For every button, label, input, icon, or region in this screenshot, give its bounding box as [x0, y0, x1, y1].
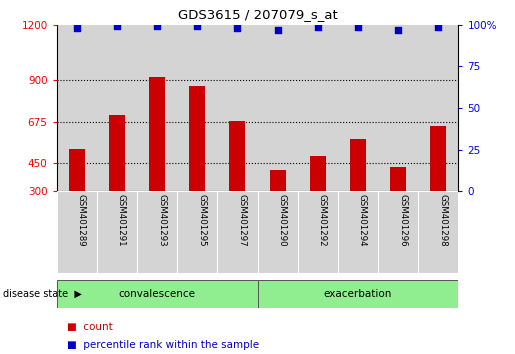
Bar [137, 191, 177, 273]
Bar [258, 25, 298, 191]
Point [193, 24, 201, 29]
Bar [418, 25, 458, 191]
Bar [177, 25, 217, 191]
Text: GSM401296: GSM401296 [398, 194, 407, 247]
Bar [298, 25, 338, 191]
Point [73, 25, 81, 31]
Bar [97, 191, 137, 273]
Bar [229, 121, 246, 247]
Text: ■  percentile rank within the sample: ■ percentile rank within the sample [67, 340, 259, 350]
Text: GSM401298: GSM401298 [438, 194, 447, 247]
Bar [338, 191, 378, 273]
Point [434, 24, 442, 30]
Text: GSM401297: GSM401297 [237, 194, 246, 247]
Bar [109, 115, 125, 247]
Bar [430, 126, 447, 247]
Title: GDS3615 / 207079_s_at: GDS3615 / 207079_s_at [178, 8, 337, 21]
Bar [338, 25, 378, 191]
Bar [137, 25, 177, 191]
Text: convalescence: convalescence [118, 289, 196, 299]
Text: GSM401292: GSM401292 [318, 194, 327, 247]
Bar [97, 25, 137, 191]
Text: GSM401295: GSM401295 [197, 194, 206, 247]
Bar [57, 191, 97, 273]
Point [354, 24, 362, 30]
Text: ■  count: ■ count [67, 322, 113, 332]
Point [153, 23, 161, 28]
Bar [390, 167, 406, 247]
Bar [57, 280, 258, 308]
Text: GSM401293: GSM401293 [157, 194, 166, 247]
Bar [177, 191, 217, 273]
Text: GSM401290: GSM401290 [278, 194, 286, 247]
Bar [189, 86, 205, 247]
Bar [298, 191, 338, 273]
Text: disease state  ▶: disease state ▶ [3, 289, 81, 299]
Bar [217, 25, 258, 191]
Bar [217, 191, 258, 273]
Point [233, 25, 242, 31]
Bar [269, 170, 286, 247]
Bar [57, 25, 97, 191]
Bar [258, 280, 458, 308]
Point [273, 27, 282, 33]
Text: GSM401294: GSM401294 [358, 194, 367, 247]
Point [113, 24, 121, 29]
Text: GSM401291: GSM401291 [117, 194, 126, 247]
Bar [310, 156, 326, 247]
Bar [149, 76, 165, 247]
Bar [378, 25, 418, 191]
Bar [350, 139, 366, 247]
Bar [418, 191, 458, 273]
Text: GSM401289: GSM401289 [77, 194, 85, 247]
Bar [258, 191, 298, 273]
Bar [68, 149, 85, 247]
Point [394, 27, 402, 33]
Text: exacerbation: exacerbation [324, 289, 392, 299]
Bar [378, 191, 418, 273]
Point [314, 24, 322, 30]
